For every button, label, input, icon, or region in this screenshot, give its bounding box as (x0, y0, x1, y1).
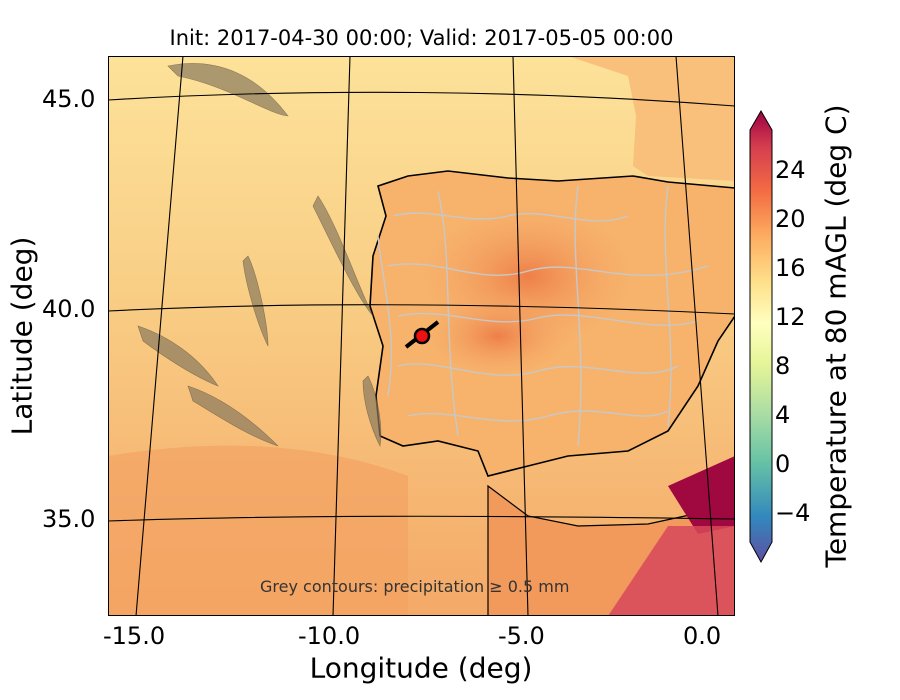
x-tick-minus5: -5.0 (498, 622, 545, 650)
y-tick-35: 35.0 (42, 505, 96, 533)
cbar-tick-8: 8 (775, 352, 791, 380)
map-border (108, 56, 735, 616)
france-land (568, 56, 735, 181)
x-tick-minus10: -10.0 (298, 622, 361, 650)
hot-corner-band (608, 526, 735, 616)
site-marker (413, 327, 431, 345)
cbar-tick-16: 16 (775, 254, 806, 282)
y-axis-label: Latitude (deg) (5, 236, 39, 436)
x-tick-minus15: -15.0 (103, 622, 166, 650)
graticule (108, 56, 735, 616)
cbar-tick-20: 20 (775, 205, 806, 233)
plot-title: Init: 2017-04-30 00:00; Valid: 2017-05-0… (169, 26, 674, 50)
map-panel (108, 56, 735, 616)
cbar-tick-0: 0 (775, 450, 791, 478)
warm-sea-region (108, 445, 408, 616)
precip-contours (377, 185, 709, 447)
colorbar-label: Temperature at 80 mAGL (deg C) (819, 104, 853, 568)
x-axis-label: Longitude (deg) (309, 651, 533, 685)
cbar-tick-4: 4 (775, 401, 791, 429)
cbar-tick-12: 12 (775, 303, 806, 331)
orography-streaks (137, 63, 382, 447)
hot-corner (668, 456, 735, 534)
precip-annotation: Grey contours: precipitation ≥ 0.5 mm (260, 577, 570, 596)
y-tick-40: 40.0 (42, 295, 96, 323)
y-tick-45: 45.0 (42, 85, 96, 113)
colorbar-bar (749, 110, 773, 564)
cbar-tick-24: 24 (775, 156, 806, 184)
interior-hot-spot-2 (418, 291, 578, 381)
x-tick-0: 0.0 (683, 622, 722, 650)
cbar-tick-minus4: −4 (775, 499, 811, 527)
colorbar (749, 110, 773, 564)
